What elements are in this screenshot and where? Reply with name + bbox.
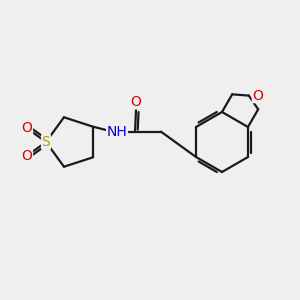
Text: S: S — [42, 135, 50, 149]
Text: O: O — [22, 121, 32, 135]
Text: O: O — [22, 149, 32, 163]
Text: O: O — [252, 88, 263, 103]
Text: O: O — [130, 95, 142, 109]
Text: NH: NH — [107, 125, 128, 139]
